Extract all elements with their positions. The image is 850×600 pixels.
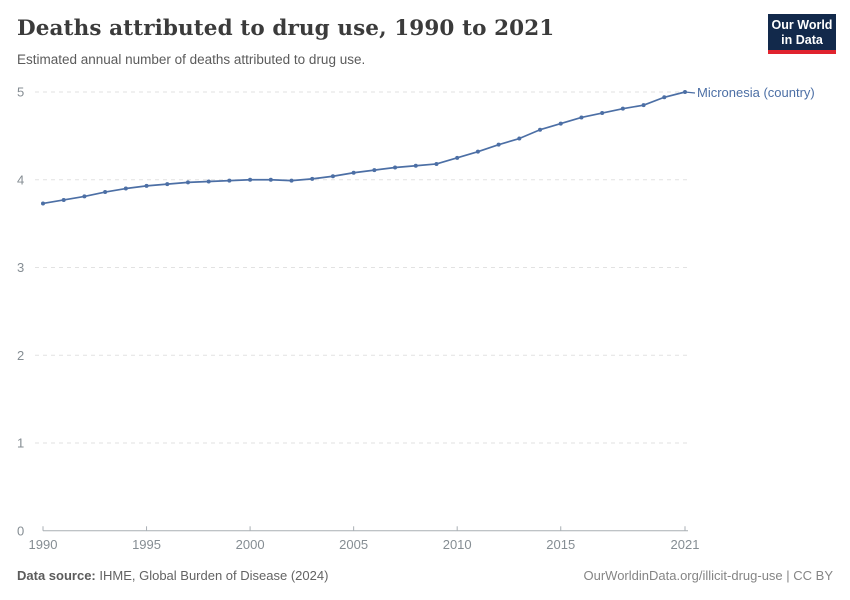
label-connector [684,91,696,94]
owid-url-link[interactable]: OurWorldinData.org/illicit-drug-use | CC… [583,568,834,583]
x-tick-label: 2005 [339,537,368,552]
owid-logo: Our World in Data [768,14,836,54]
y-tick-label: 0 [17,523,24,538]
data-point [61,197,66,202]
data-point [620,106,625,111]
data-point [103,190,108,195]
data-point [662,95,667,100]
x-tick-label: 1995 [132,537,161,552]
data-point [600,111,605,116]
data-point [206,179,211,184]
data-point [41,201,45,206]
data-point [165,182,170,187]
data-point [82,194,87,199]
chart-footer: Data source: IHME, Global Burden of Dise… [17,568,833,583]
data-line [42,91,686,205]
data-point [268,177,273,182]
data-source-note: Data source: IHME, Global Burden of Dise… [17,568,328,583]
y-tick-label: 4 [17,172,24,187]
data-point [372,168,377,173]
y-tick-label: 5 [17,85,24,100]
data-point [310,176,315,181]
line-chart: 0 1 2 3 4 5 1990 1995 2000 2005 2010 2015 2021 [17,85,700,553]
data-point [123,186,128,191]
data-point [434,161,439,166]
x-tick-label: 2010 [443,537,472,552]
x-tick-label: 2015 [546,537,575,552]
data-point [248,177,253,182]
data-point [538,127,543,132]
data-point [330,174,335,179]
x-tick-label: 2021 [671,537,700,552]
x-tick-label: 2000 [236,537,265,552]
data-point [413,163,418,168]
chart-subtitle: Estimated annual number of deaths attrib… [17,52,366,67]
y-tick-label: 2 [17,348,24,363]
series-label-micronesia: Micronesia (country) [697,85,815,100]
data-point [558,121,563,126]
data-point [517,136,522,141]
data-point [144,183,149,188]
data-point [227,178,232,183]
data-point [393,165,398,170]
y-tick-label: 1 [17,436,24,451]
data-source-text: IHME, Global Burden of Disease (2024) [95,568,329,583]
data-point [289,178,294,183]
x-tick-label: 1990 [29,537,58,552]
owid-logo-line1: Our World [771,18,833,32]
data-source-label: Data source: [17,568,96,583]
owid-logo-line2: in Data [781,32,823,47]
data-point [185,180,190,185]
data-point [579,115,584,120]
data-point [455,155,460,160]
chart-title: Deaths attributed to drug use, 1990 to 2… [17,16,555,41]
data-point [351,170,356,175]
data-point [475,149,480,154]
data-point [641,103,646,108]
data-point [496,142,501,147]
y-tick-label: 3 [17,260,24,275]
